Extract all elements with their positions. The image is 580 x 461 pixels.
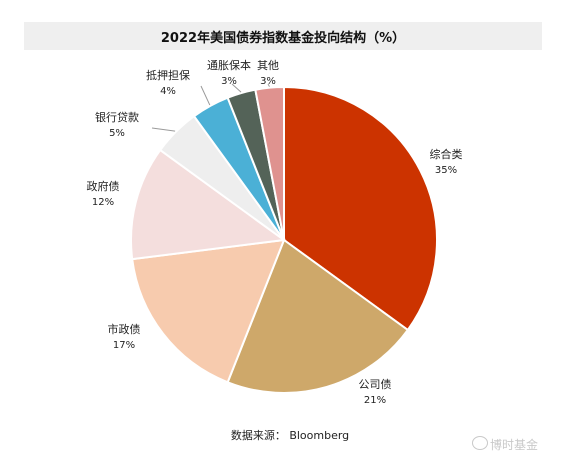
slice-value-label: 12% <box>92 197 114 208</box>
slice-labels: 综合类 35% 公司债 21% 市政债 17% 政府债 12% 银行贷款 5% 抵押担保 4% 通胀保本… <box>87 58 463 406</box>
slice-value-label: 5% <box>109 128 125 139</box>
chart-title: 2022年美国债券指数基金投向结构（%） <box>160 31 406 46</box>
leader-line <box>151 127 176 132</box>
pie-slices <box>130 85 438 394</box>
slice-value-label: 3% <box>221 76 237 87</box>
slice-label: 抵押担保 <box>146 68 190 82</box>
pie-slice <box>226 238 410 394</box>
pie-slice <box>283 85 438 332</box>
leader-line <box>231 83 242 93</box>
slice-label: 政府债 <box>87 179 120 193</box>
slice-label: 综合类 <box>430 147 463 161</box>
leader-lines <box>151 83 270 132</box>
source-note: 数据来源： Bloomberg <box>230 429 350 442</box>
pie-slice <box>130 148 287 261</box>
slice-value-label: 4% <box>160 86 176 97</box>
title-bar: 2022年美国债券指数基金投向结构（%） <box>24 22 542 50</box>
watermark: 博时基金 <box>490 438 539 452</box>
slice-value-label: 21% <box>364 395 386 406</box>
slice-value-label: 3% <box>260 76 276 87</box>
slice-label: 市政债 <box>108 322 141 336</box>
weibo-icon <box>472 436 488 450</box>
slice-label: 银行贷款 <box>95 110 139 124</box>
slice-value-label: 35% <box>435 165 457 176</box>
slice-label: 通胀保本 <box>207 58 251 72</box>
slice-value-label: 17% <box>113 340 135 351</box>
pie-slice <box>131 238 286 384</box>
leader-line <box>267 83 270 87</box>
leader-line <box>200 85 211 106</box>
slice-label: 其他 <box>257 59 279 72</box>
pie-slice <box>254 85 285 241</box>
slice-label: 公司债 <box>359 377 392 391</box>
